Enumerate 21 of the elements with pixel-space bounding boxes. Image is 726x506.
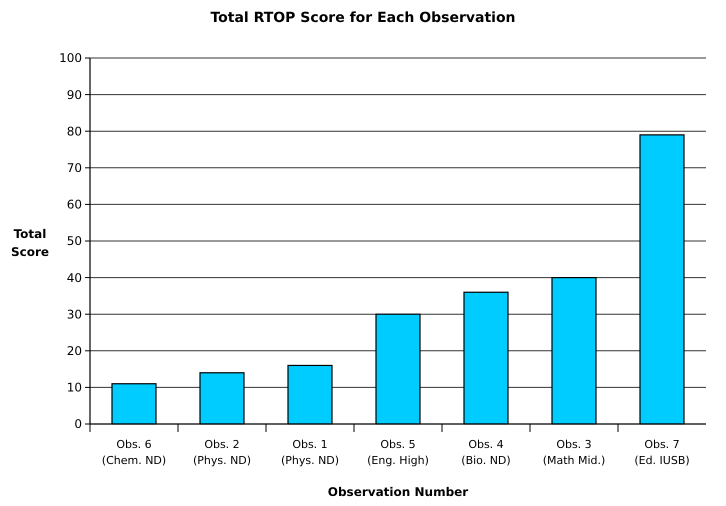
- x-tick-label: Obs. 2 (Phys. ND): [192, 438, 252, 467]
- y-tick-label: 90: [66, 88, 82, 102]
- x-tick-label: Obs. 3 (Math Mid.): [542, 438, 606, 467]
- y-tick-label: 30: [66, 307, 82, 322]
- x-tick-label: Obs. 1 (Phys. ND): [280, 438, 340, 467]
- y-axis-title: Total Score: [10, 227, 50, 259]
- y-tick-label: 0: [74, 417, 82, 432]
- y-tick-label: 40: [66, 270, 82, 285]
- y-tick-label: 60: [66, 198, 82, 212]
- x-tick-label: Obs. 7 (Ed. IUSB): [634, 438, 690, 467]
- x-axis-title: Observation Number: [328, 485, 468, 499]
- y-tick-label: 100: [59, 51, 82, 66]
- y-tick-label: 80: [66, 124, 82, 138]
- x-tick-label: Obs. 6 (Chem. ND): [102, 438, 166, 467]
- y-tick-label: 50: [66, 234, 82, 248]
- y-tick-label: 20: [66, 344, 82, 358]
- x-tick-label: Obs. 5 (Eng. High): [367, 438, 429, 467]
- chart-title: Total RTOP Score for Each Observation: [210, 10, 516, 26]
- x-tick-label: Obs. 4 (Bio. ND): [461, 438, 511, 467]
- y-tick-label: 10: [66, 380, 82, 395]
- y-tick-label: 70: [66, 161, 82, 175]
